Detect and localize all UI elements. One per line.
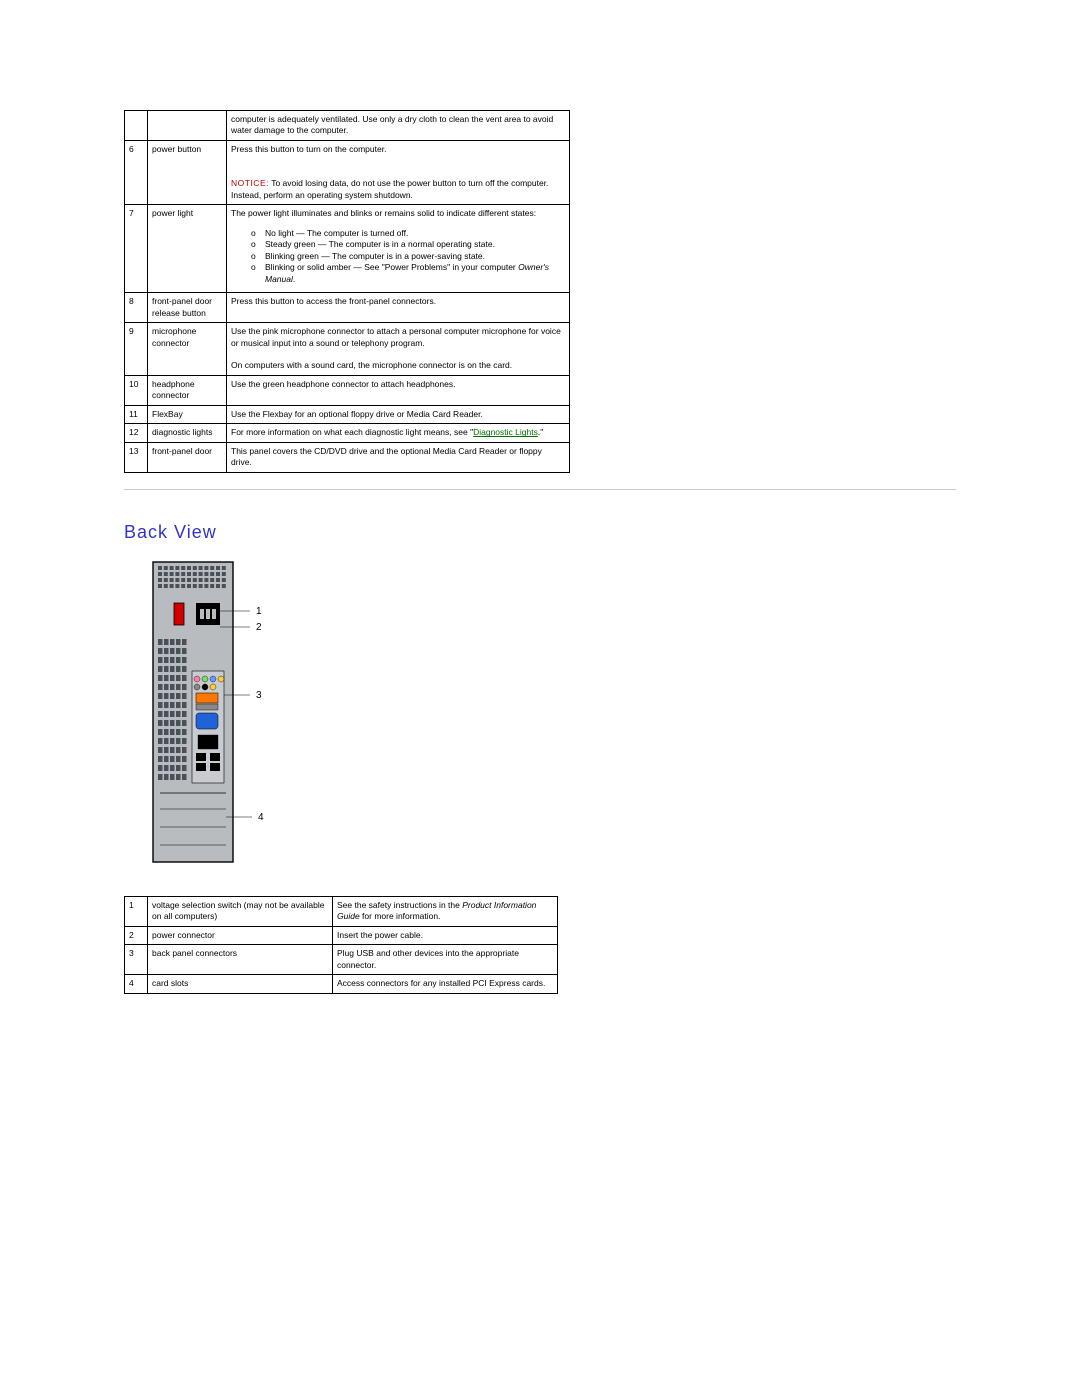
row-number: 2: [125, 926, 148, 944]
svg-text:3: 3: [256, 690, 262, 701]
row-name: power light: [148, 205, 227, 293]
row-number: 13: [125, 442, 148, 472]
table-row: 9microphone connectorUse the pink microp…: [125, 323, 570, 376]
row-description: For more information on what each diagno…: [227, 424, 570, 442]
row-name: [148, 111, 227, 141]
row-description: Insert the power cable.: [333, 926, 558, 944]
row-description: Press this button to access the front-pa…: [227, 293, 570, 323]
row-number: 1: [125, 896, 148, 926]
row-name: voltage selection switch (may not be ava…: [148, 896, 333, 926]
row-name: FlexBay: [148, 405, 227, 423]
table-row: 8front-panel door release buttonPress th…: [125, 293, 570, 323]
row-description: See the safety instructions in the Produ…: [333, 896, 558, 926]
table-row: 11FlexBayUse the Flexbay for an optional…: [125, 405, 570, 423]
svg-text:2: 2: [256, 622, 262, 633]
back-view-heading: Back View: [124, 522, 956, 543]
row-number: 8: [125, 293, 148, 323]
table-row: 13front-panel doorThis panel covers the …: [125, 442, 570, 472]
row-name: front-panel door release button: [148, 293, 227, 323]
table-row: 4card slotsAccess connectors for any ins…: [125, 975, 558, 993]
table-row: 2power connectorInsert the power cable.: [125, 926, 558, 944]
row-name: card slots: [148, 975, 333, 993]
row-description: Use the pink microphone connector to att…: [227, 323, 570, 376]
row-description: Access connectors for any installed PCI …: [333, 975, 558, 993]
row-number: 7: [125, 205, 148, 293]
table-row: 7power lightThe power light illuminates …: [125, 205, 570, 293]
svg-text:4: 4: [258, 812, 264, 823]
row-description: This panel covers the CD/DVD drive and t…: [227, 442, 570, 472]
table-row: computer is adequately ventilated. Use o…: [125, 111, 570, 141]
row-name: headphone connector: [148, 375, 227, 405]
front-view-table: computer is adequately ventilated. Use o…: [124, 110, 570, 473]
separator-rule: [124, 489, 956, 490]
row-name: microphone connector: [148, 323, 227, 376]
row-description: computer is adequately ventilated. Use o…: [227, 111, 570, 141]
row-description: Use the Flexbay for an optional floppy d…: [227, 405, 570, 423]
row-description: Press this button to turn on the compute…: [227, 140, 570, 204]
table-row: 6power buttonPress this button to turn o…: [125, 140, 570, 204]
row-number: 6: [125, 140, 148, 204]
back-view-table: 1voltage selection switch (may not be av…: [124, 896, 558, 994]
row-description: Plug USB and other devices into the appr…: [333, 945, 558, 975]
row-number: 9: [125, 323, 148, 376]
row-name: power connector: [148, 926, 333, 944]
row-name: power button: [148, 140, 227, 204]
row-description: Use the green headphone connector to att…: [227, 375, 570, 405]
table-row: 3back panel connectorsPlug USB and other…: [125, 945, 558, 975]
row-number: 11: [125, 405, 148, 423]
row-name: front-panel door: [148, 442, 227, 472]
row-description: The power light illuminates and blinks o…: [227, 205, 570, 293]
row-number: 3: [125, 945, 148, 975]
back-view-diagram: 1 2 3 4: [152, 561, 274, 876]
table-row: 1voltage selection switch (may not be av…: [125, 896, 558, 926]
row-number: 12: [125, 424, 148, 442]
svg-text:1: 1: [256, 606, 262, 617]
row-number: [125, 111, 148, 141]
row-number: 4: [125, 975, 148, 993]
table-row: 10headphone connectorUse the green headp…: [125, 375, 570, 405]
row-name: back panel connectors: [148, 945, 333, 975]
row-name: diagnostic lights: [148, 424, 227, 442]
table-row: 12diagnostic lightsFor more information …: [125, 424, 570, 442]
row-number: 10: [125, 375, 148, 405]
